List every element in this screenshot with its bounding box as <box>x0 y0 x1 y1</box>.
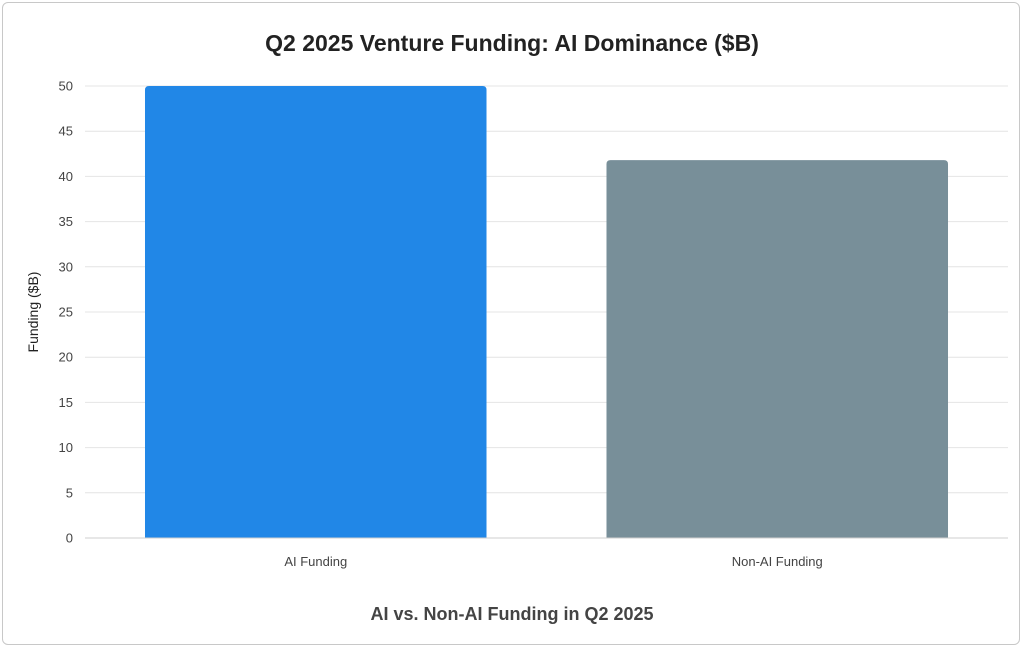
x-tick-label: AI Funding <box>284 554 347 569</box>
y-tick-label: 50 <box>59 79 73 94</box>
y-tick-label: 20 <box>59 350 73 365</box>
y-axis-ticks: 0 5 10 15 20 25 30 35 40 45 50 <box>59 79 73 546</box>
x-axis-ticks: AI Funding Non-AI Funding <box>284 554 822 569</box>
y-tick-label: 25 <box>59 305 73 320</box>
y-tick-label: 0 <box>66 531 73 546</box>
y-tick-label: 10 <box>59 440 73 455</box>
y-tick-label: 40 <box>59 169 73 184</box>
bar-ai-funding <box>144 86 487 538</box>
y-tick-label: 45 <box>59 124 73 139</box>
bars <box>144 86 949 539</box>
y-tick-label: 5 <box>66 485 73 500</box>
x-axis-title: AI vs. Non-AI Funding in Q2 2025 <box>370 604 654 624</box>
y-tick-label: 15 <box>59 395 73 410</box>
y-tick-label: 30 <box>59 259 73 274</box>
y-tick-label: 35 <box>59 214 73 229</box>
bar-non-ai-funding <box>606 160 949 539</box>
chart-title: Q2 2025 Venture Funding: AI Dominance ($… <box>265 30 759 56</box>
x-tick-label: Non-AI Funding <box>732 554 823 569</box>
